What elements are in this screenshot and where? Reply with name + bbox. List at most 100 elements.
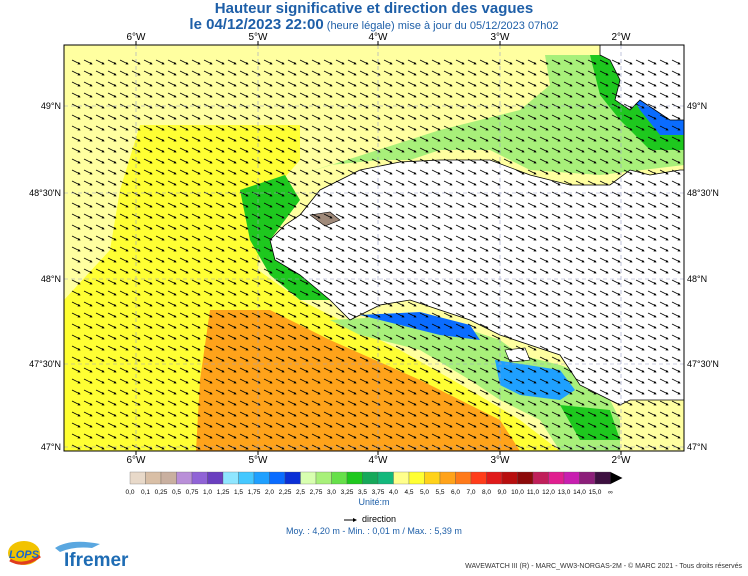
direction-arrow	[515, 114, 525, 120]
direction-arrow	[479, 136, 489, 142]
direction-arrow	[83, 147, 93, 153]
direction-arrow	[119, 158, 129, 164]
direction-arrow	[407, 158, 417, 164]
direction-arrow	[371, 81, 381, 87]
direction-arrow	[311, 180, 321, 186]
direction-arrow	[647, 180, 657, 186]
direction-arrow	[479, 147, 489, 153]
color-scale-swatch	[408, 471, 425, 485]
direction-arrow	[467, 147, 477, 153]
direction-arrow	[227, 70, 237, 76]
direction-arrow	[119, 180, 129, 186]
direction-arrow	[587, 158, 597, 164]
direction-arrow	[227, 92, 237, 98]
direction-arrow	[659, 158, 669, 164]
direction-arrow	[263, 158, 273, 164]
direction-arrow	[335, 70, 345, 76]
direction-arrow	[251, 136, 261, 142]
direction-arrow	[299, 92, 309, 98]
direction-arrow	[179, 114, 189, 120]
direction-arrow	[371, 59, 381, 65]
direction-arrow	[191, 59, 201, 65]
color-scale-swatch	[129, 471, 146, 485]
direction-arrow	[167, 125, 177, 131]
direction-arrow	[299, 180, 309, 186]
color-scale-swatch	[439, 471, 456, 485]
direction-arrow	[431, 202, 441, 208]
direction-arrow	[131, 202, 141, 208]
color-scale-tick-label: 14,0	[573, 489, 586, 496]
direction-arrow	[215, 70, 225, 76]
direction-arrow	[239, 136, 249, 142]
color-scale-tick-label: 0,1	[141, 489, 150, 496]
direction-arrow	[383, 70, 393, 76]
direction-arrow	[287, 191, 297, 197]
direction-arrow	[491, 125, 501, 131]
direction-arrow	[95, 180, 105, 186]
direction-arrow	[179, 169, 189, 175]
color-scale-tick-label: 2,0	[265, 489, 274, 496]
direction-arrow	[431, 158, 441, 164]
direction-arrow	[71, 191, 81, 197]
direction-arrow	[203, 70, 213, 76]
direction-arrow	[419, 70, 429, 76]
lon-label-bottom: 3°W	[491, 455, 511, 466]
direction-arrow	[647, 191, 657, 197]
direction-arrow	[191, 125, 201, 131]
direction-arrow	[239, 125, 249, 131]
direction-arrow	[671, 202, 681, 208]
direction-arrow	[299, 158, 309, 164]
direction-arrow	[83, 70, 93, 76]
color-scale-tick-label: 2,75	[310, 489, 323, 496]
direction-arrow	[359, 169, 369, 175]
direction-arrow	[335, 180, 345, 186]
direction-arrow	[311, 147, 321, 153]
direction-arrow	[191, 114, 201, 120]
direction-arrow	[359, 92, 369, 98]
direction-arrow	[419, 125, 429, 131]
direction-arrow	[395, 147, 405, 153]
color-scale-tick-label: 2,5	[296, 489, 305, 496]
direction-arrow	[263, 125, 273, 131]
direction-arrow	[635, 202, 645, 208]
direction-arrow	[119, 125, 129, 131]
direction-arrow	[251, 125, 261, 131]
color-scale-tick-label: 6,0	[451, 489, 460, 496]
direction-arrow	[107, 169, 117, 175]
direction-arrow	[551, 180, 561, 186]
lat-label-right: 47°30'N	[687, 359, 719, 369]
direction-arrow	[551, 191, 561, 197]
direction-arrow	[251, 180, 261, 186]
direction-arrow	[503, 114, 513, 120]
lat-label-left: 47°30'N	[29, 359, 61, 369]
direction-arrow	[263, 81, 273, 87]
direction-arrow	[119, 169, 129, 175]
direction-arrow	[635, 81, 645, 87]
direction-arrow	[371, 147, 381, 153]
direction-arrow	[359, 81, 369, 87]
direction-arrow	[527, 147, 537, 153]
direction-arrow	[623, 136, 633, 142]
direction-arrow	[287, 81, 297, 87]
color-scale-swatch	[455, 471, 472, 485]
direction-arrow	[599, 202, 609, 208]
direction-arrow	[599, 92, 609, 98]
direction-arrow	[659, 147, 669, 153]
direction-arrow	[383, 191, 393, 197]
direction-arrow	[635, 70, 645, 76]
direction-arrow	[635, 169, 645, 175]
direction-arrow	[191, 180, 201, 186]
lat-label-right: 48°N	[687, 274, 707, 284]
direction-arrow	[419, 202, 429, 208]
color-scale-tick-label: 7,0	[466, 489, 475, 496]
direction-arrow	[647, 147, 657, 153]
direction-arrow	[143, 191, 153, 197]
direction-arrow	[635, 92, 645, 98]
direction-arrow	[515, 92, 525, 98]
direction-arrow	[467, 191, 477, 197]
direction-arrow	[275, 191, 285, 197]
color-scale-tick-label: 0,75	[186, 489, 199, 496]
direction-arrow	[479, 59, 489, 65]
direction-arrow	[419, 92, 429, 98]
direction-arrow	[431, 114, 441, 120]
